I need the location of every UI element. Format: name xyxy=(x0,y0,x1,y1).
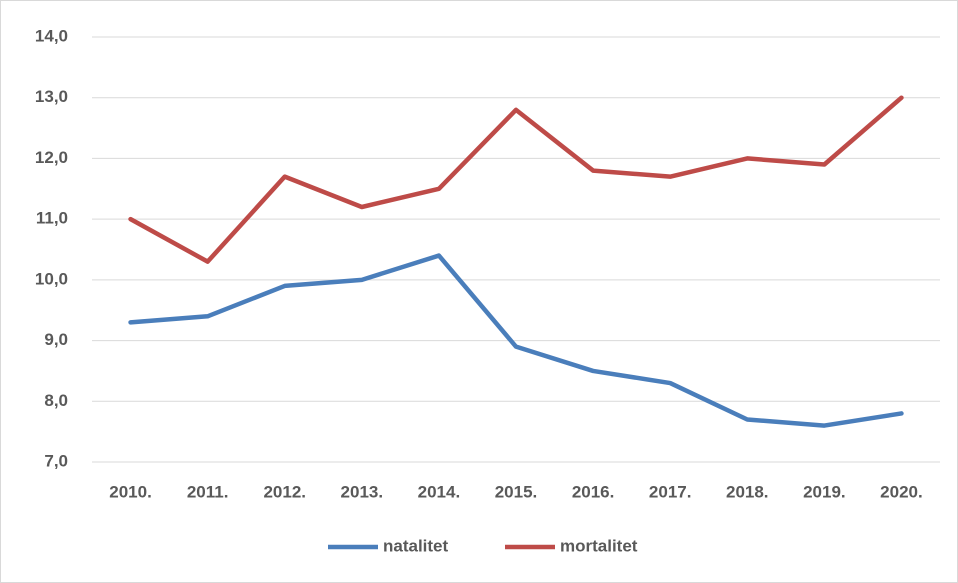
x-tick-label: 2012. xyxy=(263,482,306,501)
y-tick-label: 11,0 xyxy=(36,209,68,228)
x-tick-label: 2017. xyxy=(649,482,692,501)
y-tick-label: 14,0 xyxy=(35,26,68,45)
x-tick-label: 2010. xyxy=(109,482,152,501)
x-tick-label: 2019. xyxy=(803,482,846,501)
y-tick-label: 12,0 xyxy=(35,148,68,167)
y-tick-label: 9,0 xyxy=(44,330,68,349)
x-tick-label: 2020. xyxy=(880,482,923,501)
x-tick-label: 2018. xyxy=(726,482,769,501)
x-tick-label: 2015. xyxy=(495,482,538,501)
y-tick-label: 13,0 xyxy=(35,87,68,106)
x-tick-label: 2013. xyxy=(341,482,384,501)
x-tick-label: 2016. xyxy=(572,482,615,501)
legend-label: mortalitet xyxy=(560,536,638,555)
x-tick-label: 2014. xyxy=(418,482,461,501)
series-line xyxy=(128,95,904,264)
y-tick-label: 8,0 xyxy=(44,391,68,410)
y-tick-label: 10,0 xyxy=(35,269,68,288)
y-tick-label: 7,0 xyxy=(44,451,68,470)
series-line xyxy=(128,253,904,428)
legend-label: natalitet xyxy=(383,536,449,555)
x-tick-label: 2011. xyxy=(187,482,229,501)
